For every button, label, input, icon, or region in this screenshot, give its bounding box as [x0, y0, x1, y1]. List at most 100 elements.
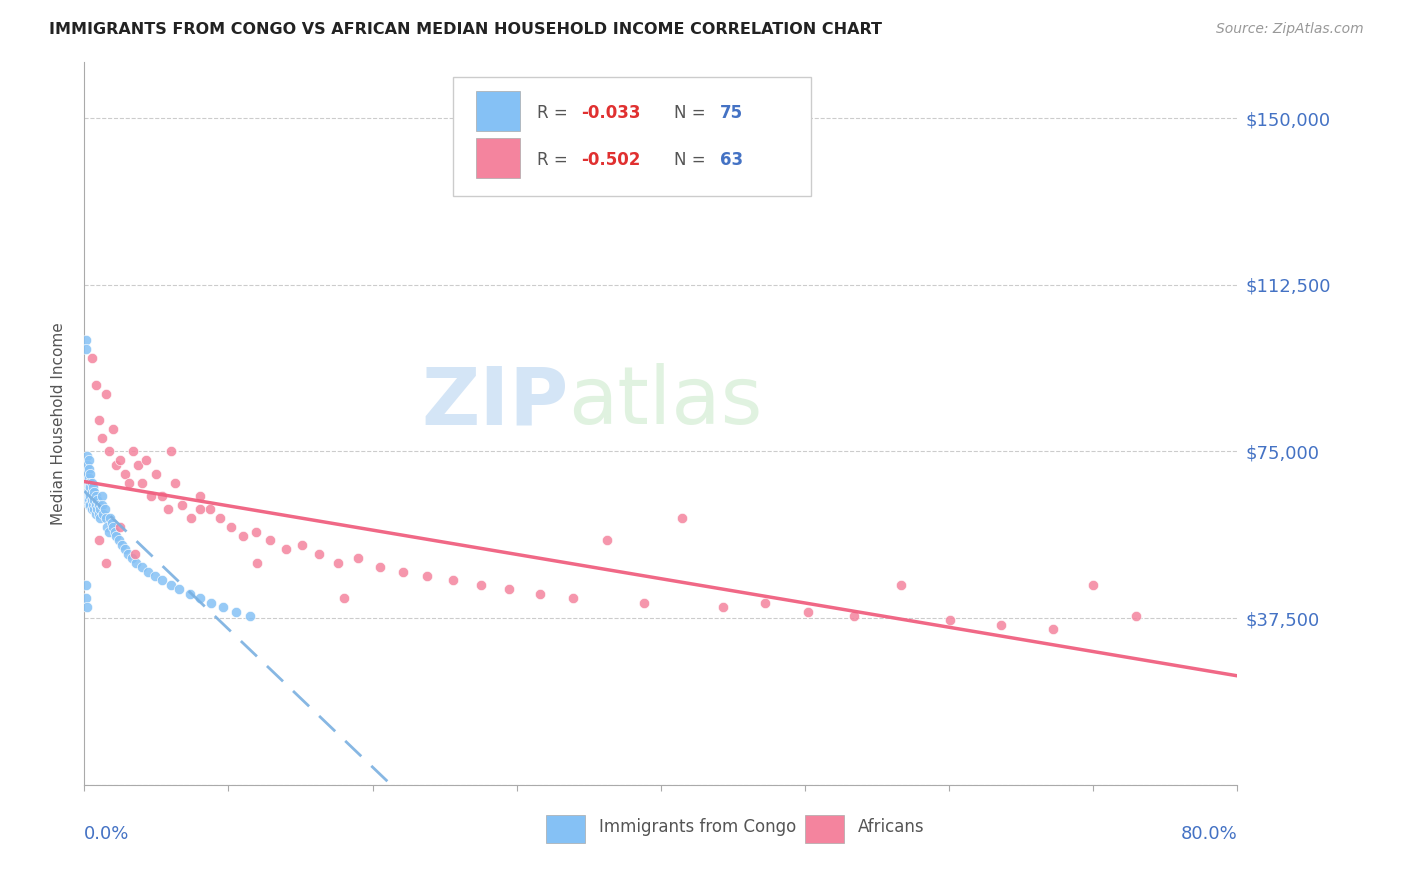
Point	[150, 574, 173, 588]
Point	[139, 489, 162, 503]
Point	[160, 444, 183, 458]
Point	[77, 484, 100, 499]
Point	[76, 458, 98, 472]
Point	[96, 520, 118, 534]
Point	[143, 569, 166, 583]
Point	[100, 516, 122, 530]
Point	[596, 533, 619, 548]
Point	[470, 578, 492, 592]
Point	[498, 582, 520, 597]
Point	[105, 458, 128, 472]
Point	[77, 489, 100, 503]
Point	[118, 475, 141, 490]
Point	[890, 578, 912, 592]
Point	[80, 475, 103, 490]
FancyBboxPatch shape	[453, 77, 811, 196]
Text: Africans: Africans	[858, 818, 925, 836]
Point	[239, 609, 262, 624]
Point	[114, 467, 136, 481]
Point	[221, 520, 243, 534]
FancyBboxPatch shape	[546, 815, 585, 843]
Point	[208, 511, 231, 525]
Point	[1125, 609, 1147, 624]
Point	[86, 493, 108, 508]
Point	[259, 533, 281, 548]
Point	[90, 431, 112, 445]
Point	[89, 502, 111, 516]
Point	[84, 489, 107, 503]
Point	[94, 556, 117, 570]
Point	[188, 489, 211, 503]
Point	[79, 475, 101, 490]
Point	[326, 556, 349, 570]
Point	[75, 343, 97, 357]
Point	[939, 614, 962, 628]
Point	[211, 600, 233, 615]
Point	[165, 475, 187, 490]
Point	[94, 386, 117, 401]
Point	[84, 498, 107, 512]
Point	[103, 520, 124, 534]
Point	[127, 458, 149, 472]
Point	[77, 475, 100, 490]
Point	[131, 560, 153, 574]
Point	[188, 591, 211, 606]
Point	[80, 502, 103, 516]
Point	[179, 587, 201, 601]
Text: ZIP: ZIP	[422, 363, 568, 441]
Point	[368, 560, 391, 574]
Point	[188, 502, 211, 516]
Point	[105, 529, 128, 543]
Point	[125, 556, 148, 570]
Text: 80.0%: 80.0%	[1181, 825, 1237, 843]
Point	[561, 591, 583, 606]
Point	[232, 529, 254, 543]
Point	[131, 475, 153, 490]
Point	[291, 538, 314, 552]
Text: atlas: atlas	[568, 363, 763, 441]
Point	[86, 502, 108, 516]
Point	[80, 493, 103, 508]
Point	[91, 507, 114, 521]
Point	[76, 484, 98, 499]
Point	[114, 542, 136, 557]
Point	[77, 498, 100, 512]
Point	[1083, 578, 1105, 592]
Point	[87, 507, 110, 521]
Point	[122, 444, 145, 458]
Point	[990, 618, 1012, 632]
Point	[83, 484, 105, 499]
Text: IMMIGRANTS FROM CONGO VS AFRICAN MEDIAN HOUSEHOLD INCOME CORRELATION CHART: IMMIGRANTS FROM CONGO VS AFRICAN MEDIAN …	[49, 22, 882, 37]
Point	[87, 533, 110, 548]
Point	[671, 511, 693, 525]
Point	[180, 511, 202, 525]
Point	[416, 569, 439, 583]
Point	[111, 538, 134, 552]
Point	[89, 511, 111, 525]
Point	[104, 524, 127, 539]
Point	[80, 484, 103, 499]
Point	[108, 533, 131, 548]
Text: Source: ZipAtlas.com: Source: ZipAtlas.com	[1216, 22, 1364, 37]
Point	[1042, 623, 1064, 637]
Point	[276, 542, 298, 557]
Point	[76, 493, 98, 508]
Text: N =: N =	[673, 151, 710, 169]
Point	[75, 578, 97, 592]
Point	[79, 480, 101, 494]
Y-axis label: Median Household Income: Median Household Income	[51, 322, 66, 525]
Point	[121, 551, 143, 566]
Point	[77, 493, 100, 508]
Point	[754, 596, 776, 610]
Point	[135, 453, 157, 467]
Text: N =: N =	[673, 104, 710, 122]
Point	[245, 524, 267, 539]
Point	[797, 605, 820, 619]
Text: Immigrants from Congo: Immigrants from Congo	[599, 818, 796, 836]
Point	[77, 480, 100, 494]
Point	[90, 489, 112, 503]
Point	[392, 565, 415, 579]
Point	[124, 547, 146, 561]
Text: 75: 75	[720, 104, 742, 122]
Point	[82, 498, 104, 512]
